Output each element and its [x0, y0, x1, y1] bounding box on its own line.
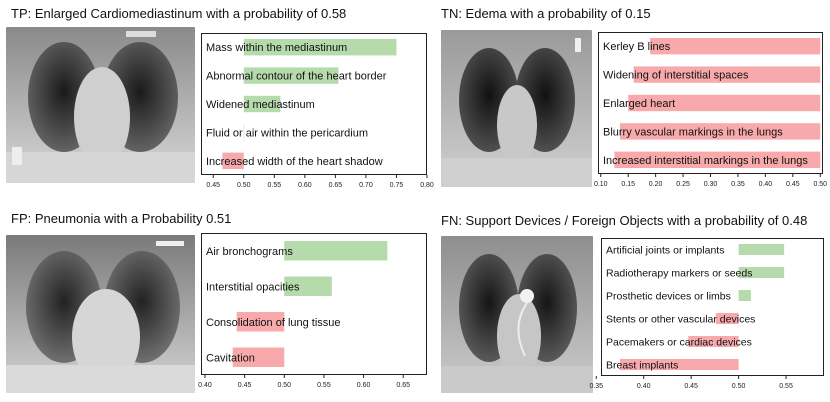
bar-label: Abnormal contour of the heart border [206, 71, 387, 83]
x-tick-label: 0.50 [277, 382, 291, 389]
bar-1 [650, 38, 821, 55]
bar-chart-tn: Kerley B lines Widening of interstitial s… [594, 32, 827, 188]
x-tick-label: 0.45 [238, 382, 252, 389]
panel-title-tp: TP: Enlarged Cardiomediastinum with a pr… [11, 6, 347, 21]
bar-5 [222, 152, 244, 169]
bar-chart-fp: Air bronchograms Interstitial opacities Co… [198, 233, 427, 389]
xray-image-tn [441, 30, 592, 187]
bar-1 [284, 241, 388, 261]
bar-4 [619, 123, 821, 140]
x-tick-label: 0.20 [649, 181, 663, 188]
bar-label: Fluid or air within the pericardium [206, 127, 368, 139]
x-tick-label: 0.45 [786, 181, 800, 188]
bar-label: Air bronchograms [206, 246, 293, 258]
x-tick-label: 0.80 [420, 182, 434, 189]
x-tick-label: 0.45 [206, 182, 220, 189]
bar-label: Consolidation of lung tissue [206, 317, 341, 329]
x-tick-label: 0.35 [589, 383, 603, 390]
bar-2 [633, 66, 821, 83]
x-tick-label: 0.55 [317, 382, 331, 389]
bar-label: Pacemakers or cardiac devices [606, 337, 752, 349]
x-tick-label: 0.55 [779, 383, 793, 390]
bar-label: Widening of interstitial spaces [603, 70, 749, 82]
chart-fn: Artificial joints or implants Radiotherap… [589, 238, 824, 390]
x-tick-label: 0.50 [732, 383, 746, 390]
bar-label: Blurry vascular markings in the lungs [603, 126, 783, 138]
bar-chart-fn: Artificial joints or implants Radiotherap… [589, 238, 824, 390]
x-tick-label: 0.50 [237, 182, 251, 189]
bar-3 [738, 290, 751, 301]
bar-label: Radiotherapy markers or seeds [606, 268, 752, 280]
plot-frame [201, 233, 427, 375]
x-tick-label: 0.40 [637, 383, 651, 390]
plot-frame [601, 238, 824, 376]
x-tick-label: 0.60 [357, 382, 371, 389]
x-tick-label: 0.70 [359, 182, 373, 189]
x-tick-label: 0.40 [759, 181, 773, 188]
bar-chart-tp: Mass within the mediastinum Abnormal cont… [201, 33, 434, 189]
chart-fp: Air bronchograms Interstitial opacities Co… [198, 233, 427, 389]
bar-2 [243, 67, 339, 84]
bar-label: Kerley B lines [603, 41, 671, 53]
x-tick-label: 0.55 [267, 182, 281, 189]
bar-4 [243, 124, 245, 141]
x-tick-label: 0.75 [390, 182, 404, 189]
bar-3 [243, 95, 281, 113]
bar-6 [619, 359, 739, 370]
bar-label: Increased width of the heart shadow [206, 156, 383, 168]
bar-2 [284, 276, 332, 296]
bar-label: Interstitial opacities [206, 281, 300, 293]
plot-frame [201, 33, 427, 175]
chart-tn: Kerley B lines Widening of interstitial s… [594, 32, 827, 188]
bar-label: Mass within the mediastinum [206, 42, 347, 54]
bar-3 [236, 312, 285, 332]
xray-image-tp [6, 27, 195, 183]
x-tick-label: 0.65 [329, 182, 343, 189]
bar-3 [628, 94, 821, 112]
bar-label: Cavitation [206, 352, 255, 364]
x-tick-label: 0.65 [396, 382, 410, 389]
bar-4 [715, 313, 739, 324]
panel-title-fn: FN: Support Devices / Foreign Objects wi… [441, 213, 808, 228]
xray-image-fp [6, 235, 195, 393]
x-tick-label: 0.30 [704, 181, 718, 188]
panel-title-fp: FP: Pneumonia with a Probability 0.51 [11, 211, 232, 226]
panel-title-tn: TN: Edema with a probability of 0.15 [441, 6, 651, 21]
x-tick-label: 0.40 [198, 382, 212, 389]
x-tick-label: 0.10 [594, 181, 608, 188]
bar-label: Stents or other vascular devices [606, 314, 755, 326]
xray-image-fn [441, 236, 593, 393]
bar-5 [688, 336, 739, 347]
x-tick-label: 0.25 [676, 181, 690, 188]
bar-1 [738, 244, 785, 255]
bar-label: Widened mediastinum [206, 99, 315, 111]
bar-5 [614, 151, 821, 168]
bar-4 [232, 347, 285, 367]
bar-label: Increased interstitial markings in the l… [603, 155, 808, 167]
bar-1 [243, 39, 397, 56]
bar-label: Enlarged heart [603, 98, 675, 110]
bar-label: Artificial joints or implants [606, 245, 724, 257]
x-tick-label: 0.15 [621, 181, 635, 188]
x-tick-label: 0.45 [684, 383, 698, 390]
bar-label: Prosthetic devices or limbs [606, 291, 731, 303]
chart-tp: Mass within the mediastinum Abnormal cont… [201, 33, 434, 189]
x-tick-label: 0.35 [731, 181, 745, 188]
x-tick-label: 0.50 [813, 181, 827, 188]
x-tick-label: 0.60 [298, 182, 312, 189]
bar-label: Breast implants [606, 360, 678, 372]
bar-2 [738, 267, 785, 278]
plot-frame [598, 32, 823, 174]
